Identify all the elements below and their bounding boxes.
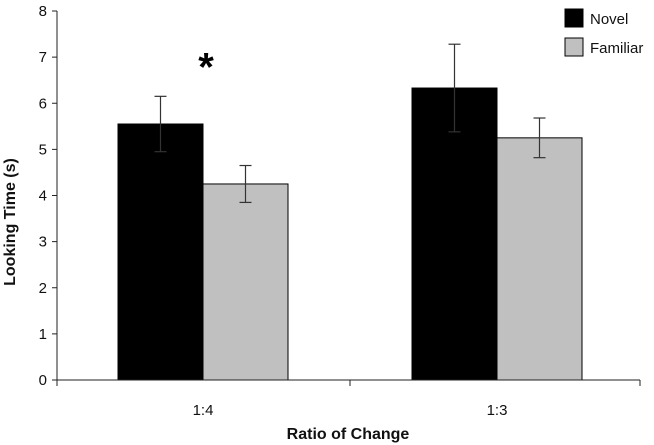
bars-group xyxy=(117,87,583,381)
error-bars-group xyxy=(154,43,546,204)
y-axis-title: Looking Time (s) xyxy=(2,158,19,286)
y-ticks-group: 0 1 2 3 4 5 6 7 8 xyxy=(39,3,57,389)
legend-swatch-novel xyxy=(564,8,584,28)
y-tick-label: 0 xyxy=(39,372,47,389)
bar-novel-2 xyxy=(411,87,498,381)
error-bar-novel-1 xyxy=(154,95,167,153)
annotations-group: * xyxy=(198,46,214,90)
error-bar-novel-2 xyxy=(448,43,461,133)
bar-novel-1 xyxy=(117,123,204,381)
x-axis-title: Ratio of Change xyxy=(287,426,410,443)
error-bar-familiar-2 xyxy=(533,117,546,159)
legend-swatch-familiar xyxy=(564,37,584,57)
y-tick-label: 5 xyxy=(39,141,47,158)
y-tick-label: 6 xyxy=(39,95,47,112)
x-tick-label: 1:4 xyxy=(193,402,214,419)
y-tick-label: 8 xyxy=(39,3,47,20)
y-tick-label: 4 xyxy=(39,188,47,205)
y-tick-label: 2 xyxy=(39,280,47,297)
x-tick-label: 1:3 xyxy=(487,402,508,419)
x-ticks-group: 1:4 1:3 xyxy=(56,380,641,419)
error-bar-familiar-1 xyxy=(239,164,252,204)
y-tick-label: 1 xyxy=(39,326,47,343)
y-tick-label: 3 xyxy=(39,234,47,251)
legend-label-novel: Novel xyxy=(590,11,628,28)
bar-familiar-2 xyxy=(496,137,583,381)
legend: Novel Familiar xyxy=(564,8,643,57)
bar-familiar-1 xyxy=(202,183,289,381)
significance-star: * xyxy=(198,46,214,90)
y-tick-label: 7 xyxy=(39,49,47,66)
legend-label-familiar: Familiar xyxy=(590,40,643,57)
